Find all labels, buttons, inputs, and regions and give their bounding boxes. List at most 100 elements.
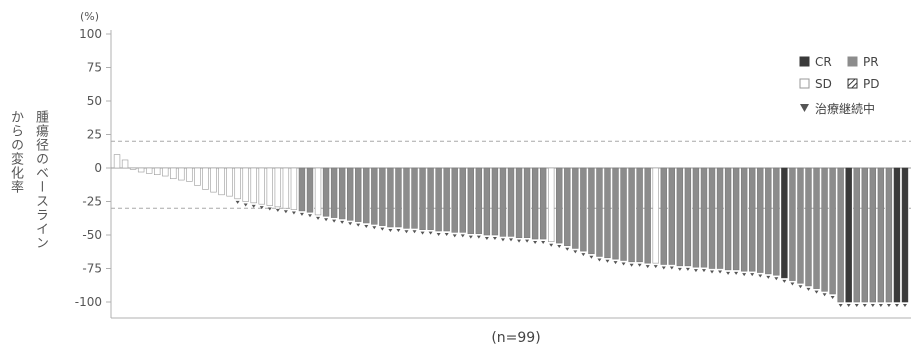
ongoing-marker xyxy=(452,234,457,238)
bar-pr xyxy=(668,167,675,265)
ongoing-marker xyxy=(645,265,650,269)
ongoing-marker xyxy=(509,238,513,242)
bar-pr xyxy=(740,167,748,272)
ongoing-marker xyxy=(830,295,835,299)
ongoing-marker xyxy=(428,231,433,235)
bar-sd xyxy=(282,167,290,209)
ongoing-marker xyxy=(862,304,867,307)
ongoing-marker xyxy=(846,304,851,307)
legend-swatch-ongoing xyxy=(800,104,809,112)
bar-pr xyxy=(797,167,804,284)
ongoing-marker xyxy=(758,274,763,278)
ongoing-marker xyxy=(894,304,899,307)
bar-pr xyxy=(596,167,603,257)
ongoing-marker xyxy=(468,235,473,239)
ongoing-marker xyxy=(267,207,272,211)
ongoing-marker xyxy=(774,277,779,281)
bar-pr xyxy=(837,167,844,303)
bar-pr xyxy=(515,167,523,238)
y-axis-title: 腫瘍径のベースライン からの変化率 xyxy=(6,110,50,260)
ongoing-marker xyxy=(316,216,321,220)
ongoing-marker xyxy=(476,235,481,239)
bar-pr xyxy=(387,167,394,228)
bar-cr xyxy=(845,167,852,303)
bar-sd xyxy=(137,167,145,173)
ongoing-marker xyxy=(525,239,530,243)
ongoing-marker xyxy=(356,223,361,227)
y-tick-label: 100 xyxy=(79,27,102,41)
bar-pr xyxy=(371,167,378,225)
bar-pr xyxy=(861,167,868,303)
ongoing-marker xyxy=(798,285,803,289)
y-tick-label: 75 xyxy=(87,61,102,75)
legend: CR PR SD PD 治療継続中 xyxy=(799,55,879,116)
bar-pr xyxy=(636,167,643,263)
ongoing-marker xyxy=(324,218,329,222)
legend-label-pr: PR xyxy=(863,55,879,69)
bar-pr xyxy=(483,167,491,236)
ongoing-marker xyxy=(573,250,578,254)
ongoing-marker xyxy=(621,262,626,266)
bar-pr xyxy=(379,167,386,226)
ongoing-marker xyxy=(332,219,337,223)
ongoing-marker xyxy=(460,234,465,238)
bar-pr xyxy=(757,167,764,273)
bar-sd xyxy=(548,167,555,242)
ongoing-marker xyxy=(814,290,819,294)
ongoing-marker xyxy=(766,275,771,279)
ongoing-marker xyxy=(533,241,538,245)
bar-sd xyxy=(162,167,169,177)
y-tick-label: -50 xyxy=(82,228,102,242)
ongoing-marker xyxy=(589,255,594,259)
ongoing-marker xyxy=(693,269,698,273)
bar-pr xyxy=(346,167,354,221)
ongoing-marker xyxy=(726,271,731,275)
y-unit-label: (%) xyxy=(80,10,99,23)
ongoing-marker xyxy=(637,263,642,267)
bar-pr xyxy=(523,167,531,238)
ongoing-marker xyxy=(235,200,240,204)
ongoing-marker xyxy=(822,293,827,297)
bar-pr xyxy=(805,167,812,287)
ongoing-marker xyxy=(902,304,907,307)
bar-sd xyxy=(226,167,233,197)
ongoing-marker xyxy=(299,212,304,216)
ongoing-marker xyxy=(854,304,859,307)
bar-cr xyxy=(781,167,788,279)
bar-pr xyxy=(355,167,362,222)
bar-pr xyxy=(773,167,780,276)
bar-pr xyxy=(491,167,499,236)
ongoing-marker xyxy=(806,287,811,291)
ongoing-marker xyxy=(886,304,891,307)
bar-pr xyxy=(765,167,772,275)
ongoing-marker xyxy=(259,206,264,210)
y-tick-label: 50 xyxy=(87,94,102,108)
ongoing-marker xyxy=(340,220,345,224)
ongoing-marker xyxy=(629,263,634,267)
bar-pr xyxy=(411,167,418,229)
ongoing-marker xyxy=(838,304,843,307)
bar-sd xyxy=(121,159,129,169)
ongoing-marker xyxy=(484,237,489,240)
ongoing-marker xyxy=(404,230,409,234)
bar-pr xyxy=(459,167,466,233)
legend-swatch-pd xyxy=(847,78,858,89)
ongoing-marker xyxy=(364,224,369,228)
bar-sd xyxy=(218,167,225,196)
bar-pr xyxy=(620,167,627,261)
bar-pr xyxy=(395,167,402,228)
bar-sd xyxy=(266,167,273,206)
bar-pr xyxy=(708,167,716,269)
legend-swatch-cr xyxy=(799,56,810,67)
x-axis-label: (n=99) xyxy=(491,330,540,346)
bar-pr xyxy=(499,167,507,237)
bar-pr xyxy=(789,167,796,281)
bar-sd xyxy=(250,167,257,204)
ongoing-marker xyxy=(597,258,602,262)
ongoing-marker xyxy=(412,230,417,234)
bar-sd xyxy=(290,167,298,210)
bar-pr xyxy=(885,167,893,303)
bar-pr xyxy=(443,167,450,232)
ongoing-marker xyxy=(710,270,715,274)
bar-pr xyxy=(531,167,539,240)
